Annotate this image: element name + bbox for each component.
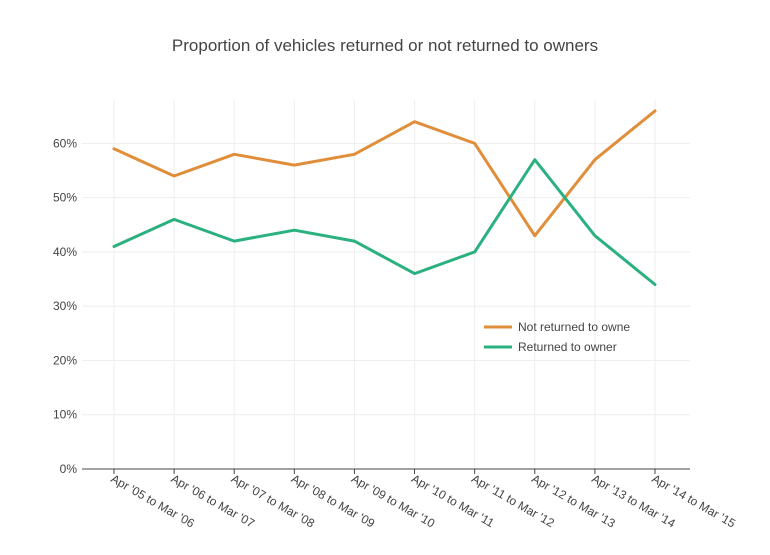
- data-point: [473, 142, 476, 145]
- data-point: [113, 147, 116, 150]
- y-tick-label: 20%: [53, 353, 77, 367]
- data-point: [413, 120, 416, 123]
- y-tick-label: 40%: [53, 245, 77, 259]
- data-point: [233, 153, 236, 156]
- data-point: [533, 234, 536, 237]
- y-tick-label: 10%: [53, 408, 77, 422]
- data-point: [654, 109, 657, 112]
- data-point: [593, 158, 596, 161]
- data-point: [113, 245, 116, 248]
- data-point: [353, 153, 356, 156]
- y-tick-label: 0%: [60, 462, 78, 476]
- data-point: [173, 218, 176, 221]
- legend-label: Returned to owner: [518, 340, 617, 354]
- legend-label: Not returned to owne: [518, 320, 630, 334]
- series-lines: [112, 109, 657, 286]
- data-point: [293, 229, 296, 232]
- data-point: [413, 272, 416, 275]
- data-point: [353, 240, 356, 243]
- data-point: [533, 158, 536, 161]
- data-point: [654, 283, 657, 286]
- y-tick-label: 30%: [53, 299, 77, 313]
- y-tick-label: 60%: [53, 136, 77, 150]
- chart-title: Proportion of vehicles returned or not r…: [172, 36, 598, 55]
- legend: Not returned to owne Returned to owner: [484, 320, 630, 354]
- series-line-0: [112, 109, 657, 238]
- y-tick-label: 50%: [53, 191, 77, 205]
- data-point: [173, 174, 176, 177]
- series-line-1: [112, 158, 657, 286]
- axes: 0%10%20%30%40%50%60%Apr '05 to Mar '06Ap…: [53, 136, 738, 530]
- data-point: [473, 250, 476, 253]
- data-point: [293, 164, 296, 167]
- grid-lines: [82, 100, 690, 469]
- data-point: [593, 234, 596, 237]
- data-point: [233, 240, 236, 243]
